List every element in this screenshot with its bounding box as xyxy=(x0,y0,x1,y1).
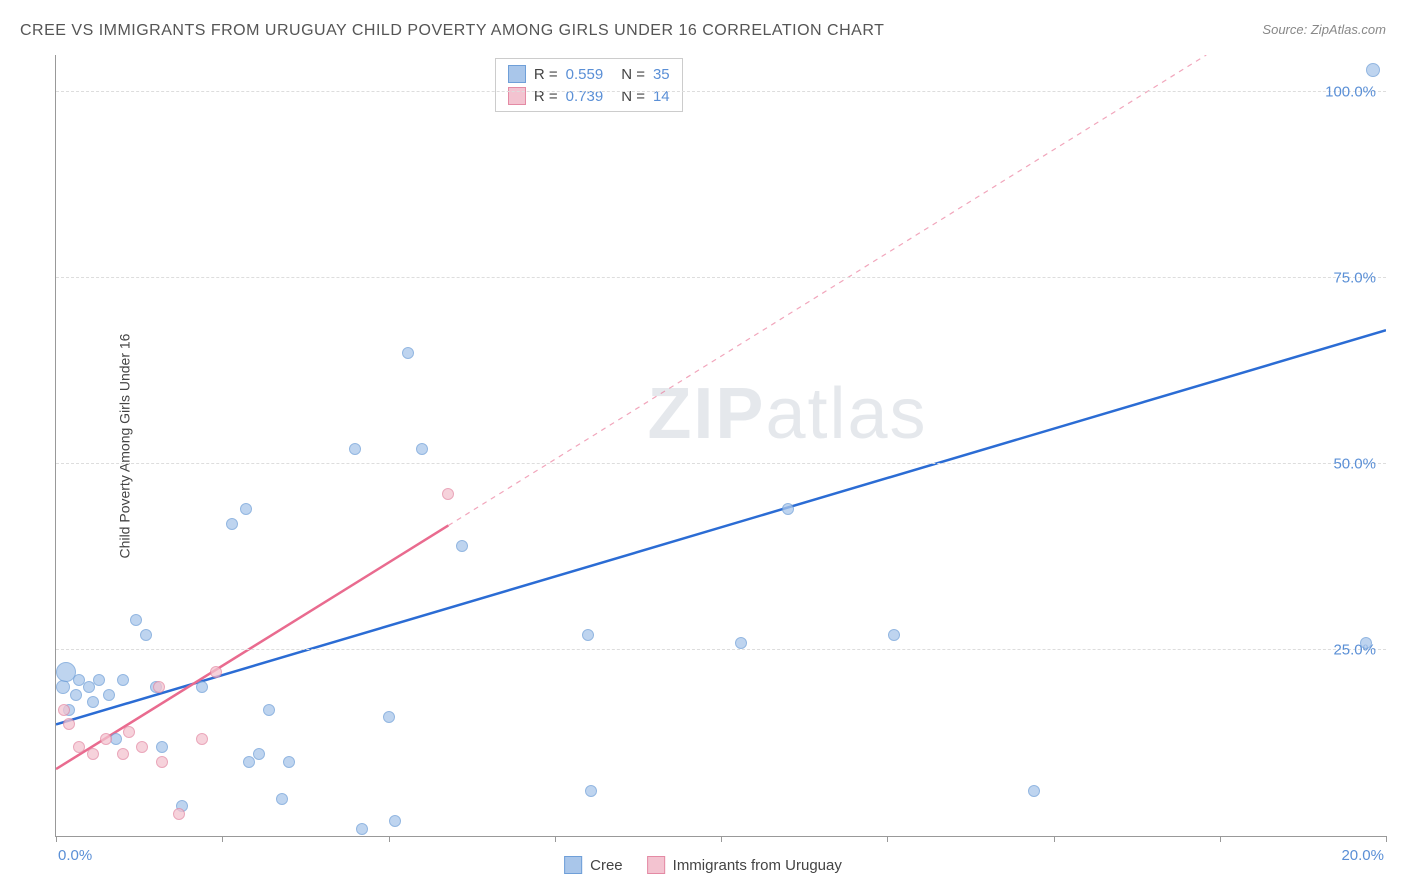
scatter-point-series2 xyxy=(210,666,222,678)
source-label: Source: xyxy=(1262,22,1307,37)
y-tick-label: 100.0% xyxy=(1325,84,1376,101)
regression-line-series1 xyxy=(56,330,1386,724)
scatter-point-series1 xyxy=(253,748,265,760)
scatter-point-series2 xyxy=(173,808,185,820)
scatter-point-series1 xyxy=(87,696,99,708)
x-tick xyxy=(1054,836,1055,842)
chart-plot-area: ZIPatlas R = 0.559 N = 35 R = 0.739 N = … xyxy=(55,55,1386,837)
scatter-point-series1 xyxy=(283,756,295,768)
legend-r-series2: 0.739 xyxy=(566,88,604,105)
scatter-point-series1 xyxy=(402,347,414,359)
scatter-point-series1 xyxy=(1028,785,1040,797)
watermark-part1: ZIP xyxy=(647,374,765,454)
scatter-point-series1 xyxy=(263,704,275,716)
scatter-point-series2 xyxy=(63,718,75,730)
legend-r-label: R = xyxy=(534,88,558,105)
legend-label-series2: Immigrants from Uruguay xyxy=(673,857,842,874)
x-tick xyxy=(56,836,57,842)
gridline-horizontal xyxy=(56,91,1386,92)
correlation-legend: R = 0.559 N = 35 R = 0.739 N = 14 xyxy=(495,58,683,112)
legend-n-series1: 35 xyxy=(653,66,670,83)
regression-line-series2-dashed xyxy=(448,55,1206,525)
scatter-point-series1 xyxy=(356,823,368,835)
scatter-point-series2 xyxy=(73,741,85,753)
scatter-point-series1 xyxy=(383,711,395,723)
legend-row-series1: R = 0.559 N = 35 xyxy=(508,63,670,85)
scatter-point-series2 xyxy=(123,726,135,738)
scatter-point-series2 xyxy=(156,756,168,768)
scatter-point-series1 xyxy=(1360,637,1372,649)
scatter-point-series2 xyxy=(196,733,208,745)
scatter-point-series1 xyxy=(156,741,168,753)
scatter-point-series1 xyxy=(226,518,238,530)
chart-header: CREE VS IMMIGRANTS FROM URUGUAY CHILD PO… xyxy=(20,22,1386,40)
x-tick-label: 20.0% xyxy=(1341,847,1384,864)
scatter-point-series1 xyxy=(735,637,747,649)
gridline-horizontal xyxy=(56,463,1386,464)
x-tick xyxy=(721,836,722,842)
scatter-point-series2 xyxy=(100,733,112,745)
legend-swatch-series1 xyxy=(508,65,526,83)
x-tick xyxy=(222,836,223,842)
y-tick-label: 50.0% xyxy=(1333,456,1376,473)
legend-n-label: N = xyxy=(621,66,645,83)
legend-item-series2: Immigrants from Uruguay xyxy=(647,856,842,874)
watermark-part2: atlas xyxy=(765,374,927,454)
scatter-point-series1 xyxy=(56,680,70,694)
scatter-point-series2 xyxy=(136,741,148,753)
scatter-point-series1 xyxy=(196,681,208,693)
scatter-point-series1 xyxy=(103,689,115,701)
scatter-point-series1 xyxy=(140,629,152,641)
legend-swatch-series1 xyxy=(564,856,582,874)
x-tick xyxy=(389,836,390,842)
gridline-horizontal xyxy=(56,277,1386,278)
scatter-point-series2 xyxy=(117,748,129,760)
scatter-point-series1 xyxy=(130,614,142,626)
scatter-point-series1 xyxy=(349,443,361,455)
scatter-point-series2 xyxy=(87,748,99,760)
scatter-point-series1 xyxy=(240,503,252,515)
legend-swatch-series2 xyxy=(647,856,665,874)
series-legend: Cree Immigrants from Uruguay xyxy=(564,856,842,874)
regression-lines-layer xyxy=(56,55,1386,836)
scatter-point-series1 xyxy=(782,503,794,515)
legend-r-label: R = xyxy=(534,66,558,83)
legend-item-series1: Cree xyxy=(564,856,623,874)
x-tick-label: 0.0% xyxy=(58,847,92,864)
scatter-point-series1 xyxy=(1366,63,1380,77)
chart-title: CREE VS IMMIGRANTS FROM URUGUAY CHILD PO… xyxy=(20,22,884,40)
x-tick xyxy=(555,836,556,842)
legend-n-label: N = xyxy=(621,88,645,105)
scatter-point-series1 xyxy=(582,629,594,641)
watermark: ZIPatlas xyxy=(647,373,927,455)
scatter-point-series1 xyxy=(389,815,401,827)
legend-row-series2: R = 0.739 N = 14 xyxy=(508,85,670,107)
scatter-point-series1 xyxy=(585,785,597,797)
legend-r-series1: 0.559 xyxy=(566,66,604,83)
scatter-point-series1 xyxy=(416,443,428,455)
y-tick-label: 75.0% xyxy=(1333,270,1376,287)
scatter-point-series2 xyxy=(153,681,165,693)
x-tick xyxy=(1220,836,1221,842)
source-name: ZipAtlas.com xyxy=(1311,22,1386,37)
legend-label-series1: Cree xyxy=(590,857,623,874)
legend-n-series2: 14 xyxy=(653,88,670,105)
legend-swatch-series2 xyxy=(508,87,526,105)
gridline-horizontal xyxy=(56,649,1386,650)
x-tick xyxy=(1386,836,1387,842)
scatter-point-series1 xyxy=(93,674,105,686)
scatter-point-series1 xyxy=(70,689,82,701)
scatter-point-series2 xyxy=(442,488,454,500)
scatter-point-series1 xyxy=(888,629,900,641)
scatter-point-series1 xyxy=(456,540,468,552)
x-tick xyxy=(887,836,888,842)
scatter-point-series2 xyxy=(58,704,70,716)
chart-source: Source: ZipAtlas.com xyxy=(1262,22,1386,37)
scatter-point-series1 xyxy=(276,793,288,805)
scatter-point-series1 xyxy=(117,674,129,686)
